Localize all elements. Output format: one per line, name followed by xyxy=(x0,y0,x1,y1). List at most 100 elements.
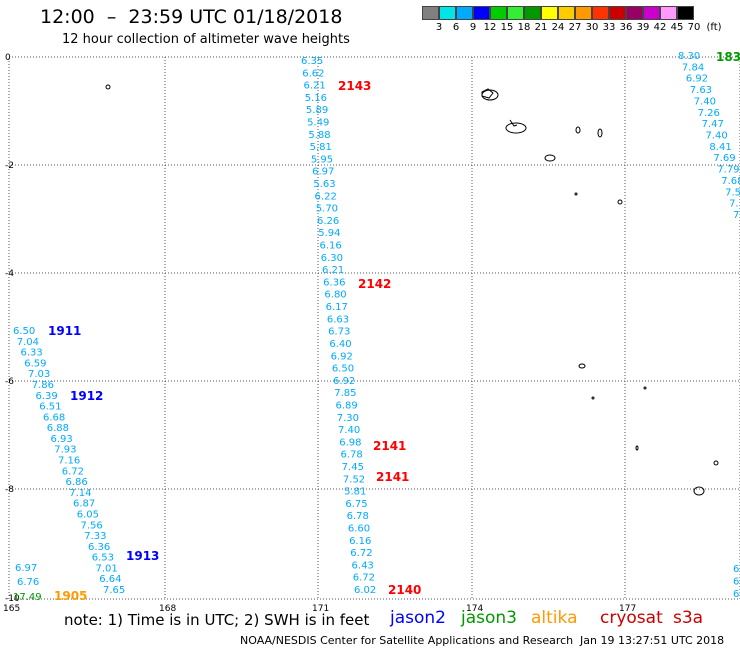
island-coastline xyxy=(505,122,527,134)
wave-height-value: 6 xyxy=(733,577,739,588)
pass-time-label: 1905 xyxy=(54,589,87,603)
wave-height-value: 6.72 xyxy=(350,548,372,559)
wave-height-value: 7. xyxy=(729,199,739,210)
wave-height-value: 7.65 xyxy=(103,585,125,596)
island-coastline xyxy=(509,119,518,127)
lat-tick-label: -10 xyxy=(5,594,20,604)
wave-height-value: 6.76 xyxy=(17,577,39,588)
wave-height-value: 6.64 xyxy=(99,574,121,585)
colorbar-label: 24 xyxy=(551,22,565,33)
wave-height-value: 6.87 xyxy=(73,499,95,510)
pass-time-label: 1912 xyxy=(70,389,103,403)
wave-height-value: 6.92 xyxy=(686,74,708,85)
island-coastline xyxy=(481,89,499,101)
wave-height-value: 7.84 xyxy=(682,62,704,73)
island-coastline xyxy=(713,460,719,466)
legend-jason3: jason3 xyxy=(461,608,517,628)
island-coastline xyxy=(597,128,603,138)
colorbar-label: 12 xyxy=(483,22,497,33)
wave-height-value: 6.33 xyxy=(21,348,43,359)
colorbar-label: 27 xyxy=(568,22,582,33)
colorbar-label: 42 xyxy=(653,22,667,33)
wave-height-value: 6.51 xyxy=(39,402,61,413)
wave-height-value: 6 xyxy=(733,564,739,575)
lat-tick-label: 0 xyxy=(5,53,11,63)
wave-height-value: 6.59 xyxy=(24,358,46,369)
wave-height-value: 6.92 xyxy=(333,376,355,387)
pass-time-label: 1911 xyxy=(48,324,81,338)
wave-height-value: 6.36 xyxy=(323,277,345,288)
legend-jason2: jason2 xyxy=(390,608,446,628)
lat-tick-label: -4 xyxy=(5,269,14,279)
wave-height-value: 6.88 xyxy=(47,423,69,434)
pass-time-label: 2142 xyxy=(358,277,391,291)
wave-height-value: 7.40 xyxy=(706,131,728,142)
colorbar-swatch xyxy=(490,6,507,20)
wave-height-value: 7.45 xyxy=(342,462,364,473)
wave-height-value: 7.68 xyxy=(721,176,740,187)
wave-height-value: 7.40 xyxy=(338,425,360,436)
wave-height-value: 7.30 xyxy=(337,413,359,424)
colorbar-swatch xyxy=(626,6,643,20)
wave-height-value: 6.73 xyxy=(328,327,350,338)
island-coastline xyxy=(635,445,639,451)
wave-height-value: 7.40 xyxy=(694,96,716,107)
footnote: note: 1) Time is in UTC; 2) SWH is in fe… xyxy=(64,611,370,629)
colorbar-label: 45 xyxy=(670,22,684,33)
colorbar-swatch xyxy=(439,6,456,20)
colorbar-label: 18 xyxy=(517,22,531,33)
wave-height-value: 5.49 xyxy=(307,118,329,129)
colorbar-swatch xyxy=(422,6,439,20)
wave-height-value: 6.80 xyxy=(324,290,346,301)
wave-height-value: 5.81 xyxy=(310,142,332,153)
wave-height-value: 6.62 xyxy=(302,68,324,79)
wave-height-value: 6.72 xyxy=(353,573,375,584)
wave-height-value: 6.98 xyxy=(339,437,361,448)
colorbar-label: 36 xyxy=(619,22,633,33)
wave-height-value: 6.26 xyxy=(317,216,339,227)
page-title: 12:00 – 23:59 UTC 01/18/2018 xyxy=(40,6,343,28)
wave-height-value: 6.86 xyxy=(66,477,88,488)
wave-height-value: 7.01 xyxy=(96,563,118,574)
wave-height-value: 5.94 xyxy=(318,228,340,239)
legend-altika: altika xyxy=(531,608,578,628)
wave-height-value: 6.92 xyxy=(331,351,353,362)
wave-height-value: 6 xyxy=(733,589,739,600)
wave-height-value: 6.16 xyxy=(349,536,371,547)
wave-height-value: 5.88 xyxy=(308,130,330,141)
wave-height-value: 6.17 xyxy=(326,302,348,313)
lat-tick-label: -8 xyxy=(5,485,14,495)
wave-height-value: 6.50 xyxy=(332,364,354,375)
map-frame xyxy=(8,56,740,600)
wave-height-value: 6.53 xyxy=(92,553,114,564)
pass-time-label: 2143 xyxy=(338,79,371,93)
colorbar-swatch xyxy=(592,6,609,20)
colorbar-label: 9 xyxy=(469,22,477,33)
credit-line: NOAA/NESDIS Center for Satellite Applica… xyxy=(240,634,574,647)
island-coastline xyxy=(574,192,578,196)
wave-height-value: 6.97 xyxy=(312,167,334,178)
colorbar-label: 21 xyxy=(534,22,548,33)
legend-cryosat: cryosat xyxy=(600,608,663,628)
wave-height-value: 6.75 xyxy=(345,499,367,510)
colorbar-label: 39 xyxy=(636,22,650,33)
wave-height-value: 6.35 xyxy=(301,56,323,67)
island-coastline xyxy=(591,396,595,400)
wave-height-value: 7.63 xyxy=(690,85,712,96)
colorbar-unit: (ft) xyxy=(706,22,722,33)
colorbar-label: 3 xyxy=(435,22,443,33)
pass-time-label: 2141 xyxy=(376,470,409,484)
island-coastline xyxy=(544,154,556,162)
colorbar-label: 30 xyxy=(585,22,599,33)
wave-height-value: 6.97 xyxy=(15,563,37,574)
wave-height-value: 6.78 xyxy=(347,511,369,522)
lat-tick-label: -6 xyxy=(5,377,14,387)
pass-time-label: 1913 xyxy=(126,549,159,563)
wave-height-value: 6.72 xyxy=(62,466,84,477)
lon-tick-label: 177 xyxy=(619,604,636,614)
wave-height-value: 7.33 xyxy=(84,531,106,542)
island-coastline xyxy=(693,486,705,496)
pass-time-label: 2140 xyxy=(388,583,421,597)
wave-height-value: 7.26 xyxy=(698,108,720,119)
